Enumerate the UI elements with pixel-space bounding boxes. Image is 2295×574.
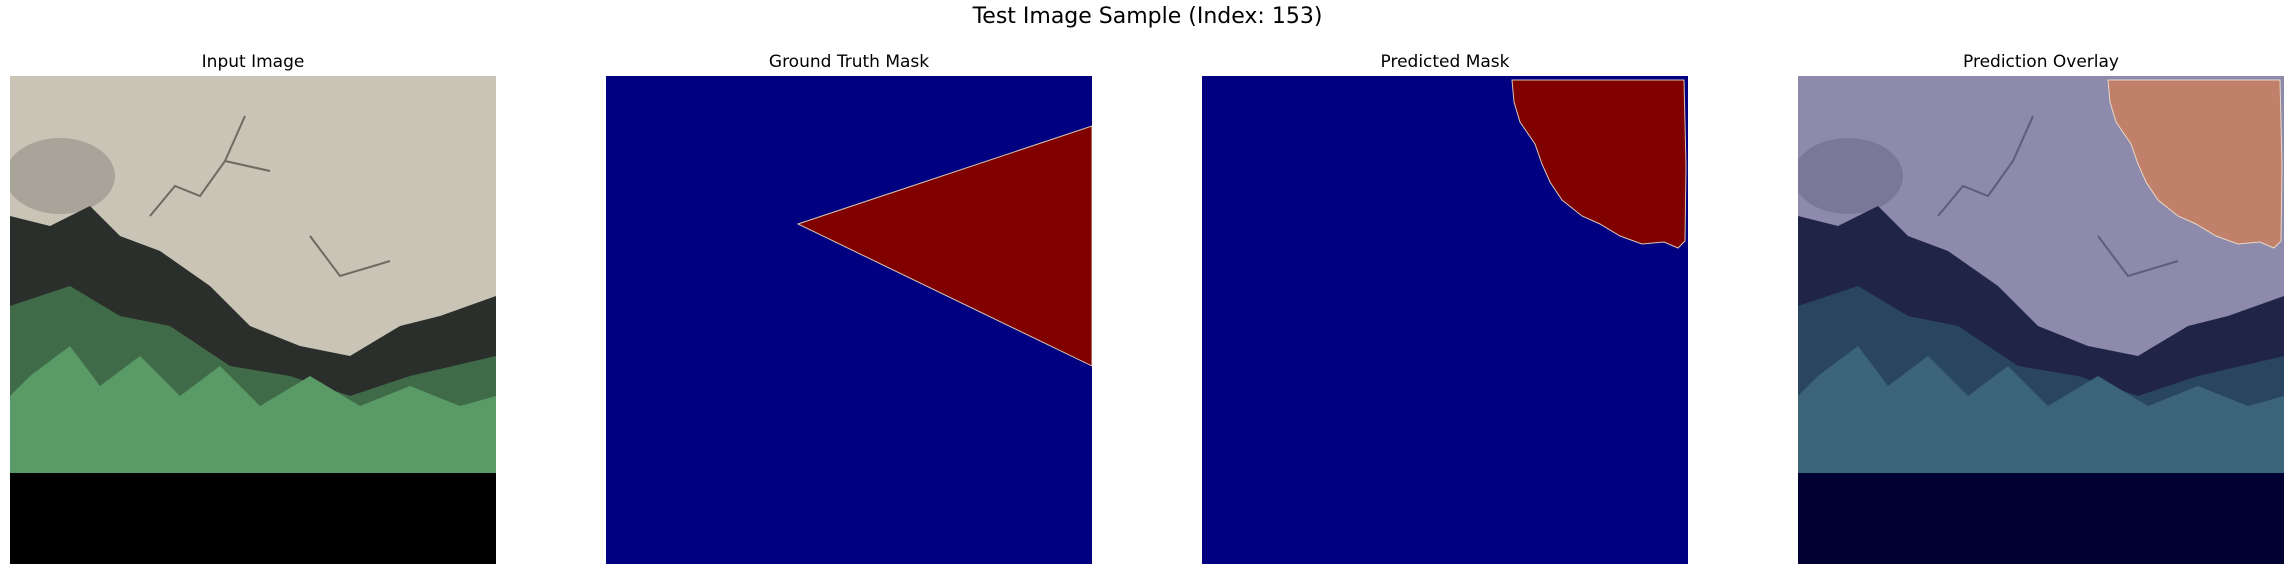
prediction-overlay — [1798, 76, 2284, 564]
overlay-cracks — [1937, 115, 2179, 278]
predicted-region — [1511, 79, 1687, 249]
panel-title-overlay: Prediction Overlay — [1963, 52, 2119, 72]
input-image-drawing — [10, 76, 496, 564]
panel-title-input: Input Image — [201, 52, 305, 72]
panel-title-predicted: Predicted Mask — [1380, 52, 1510, 72]
overlay-soil-patch — [1798, 138, 1903, 214]
leaf-highlights — [10, 346, 496, 476]
ground-truth-mask — [606, 76, 1092, 564]
predicted-mask — [1202, 76, 1688, 564]
padding-region — [10, 473, 496, 564]
soil-cracks — [149, 115, 391, 278]
overlay-drawing — [1798, 76, 2284, 564]
panel-title-ground-truth: Ground Truth Mask — [768, 52, 930, 72]
figure-title: Test Image Sample (Index: 153) — [972, 4, 1323, 29]
input-image — [10, 76, 496, 564]
ground-truth-drawing — [606, 76, 1092, 564]
overlay-padding-region — [1798, 473, 2284, 564]
predicted-drawing — [1202, 76, 1688, 564]
overlay-leaf-highlights — [1798, 346, 2284, 476]
gt-triangle-region — [796, 125, 1092, 367]
soil-shadow-patch — [10, 138, 115, 214]
overlay-predicted-region — [2107, 79, 2283, 249]
